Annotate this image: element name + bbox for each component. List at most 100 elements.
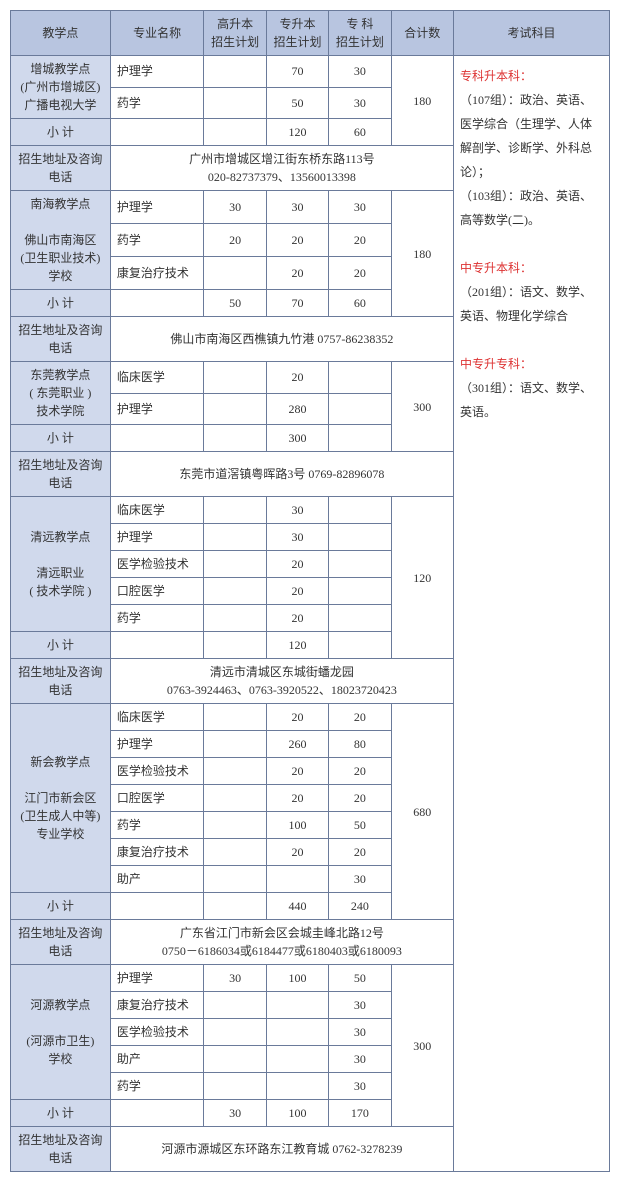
exam-subjects: 专科升本科：（107组）：政治、英语、医学综合（生理学、人体解剖学、诊断学、外科… [453, 56, 609, 1172]
plan-cell [204, 257, 266, 290]
address-info: 广东省江门市新会区会城圭峰北路12号0750－6186034或6184477或6… [110, 920, 453, 965]
plan-cell [266, 992, 328, 1019]
plan-cell: 260 [266, 731, 328, 758]
header-c2: 高升本招生计划 [204, 11, 266, 56]
plan-cell [204, 1019, 266, 1046]
plan-cell [204, 731, 266, 758]
plan-cell: 20 [266, 362, 328, 394]
major-name: 口腔医学 [110, 578, 204, 605]
plan-cell: 20 [266, 839, 328, 866]
subtotal-cell: 440 [266, 893, 328, 920]
address-label: 招生地址及咨询电话 [11, 317, 111, 362]
plan-cell: 280 [266, 393, 328, 425]
plan-cell [266, 866, 328, 893]
empty [110, 632, 204, 659]
block-total: 180 [391, 191, 453, 317]
plan-cell: 100 [266, 965, 328, 992]
plan-cell: 50 [266, 87, 328, 119]
empty [110, 425, 204, 452]
plan-cell [204, 1073, 266, 1100]
subtotal-label: 小 计 [11, 119, 111, 146]
plan-cell: 30 [329, 1073, 391, 1100]
plan-cell: 30 [329, 87, 391, 119]
major-name: 康复治疗技术 [110, 992, 204, 1019]
plan-cell [266, 1046, 328, 1073]
plan-cell [204, 605, 266, 632]
subtotal-label: 小 计 [11, 632, 111, 659]
major-name: 助产 [110, 1046, 204, 1073]
plan-cell: 30 [204, 191, 266, 224]
plan-cell: 30 [329, 866, 391, 893]
plan-cell [204, 524, 266, 551]
block-total: 300 [391, 965, 453, 1127]
major-name: 护理学 [110, 393, 204, 425]
plan-cell [329, 393, 391, 425]
empty [110, 119, 204, 146]
plan-cell: 20 [329, 257, 391, 290]
address-label: 招生地址及咨询电话 [11, 659, 111, 704]
header-c0: 教学点 [11, 11, 111, 56]
address-label: 招生地址及咨询电话 [11, 452, 111, 497]
plan-cell [329, 497, 391, 524]
teaching-point: 东莞教学点( 东莞职业 )技术学院 [11, 362, 111, 425]
plan-cell: 50 [329, 965, 391, 992]
plan-cell: 20 [266, 758, 328, 785]
plan-cell [204, 866, 266, 893]
header-c6: 考试科目 [453, 11, 609, 56]
plan-cell: 20 [329, 785, 391, 812]
empty [110, 1100, 204, 1127]
address-label: 招生地址及咨询电话 [11, 920, 111, 965]
major-name: 护理学 [110, 524, 204, 551]
major-name: 康复治疗技术 [110, 257, 204, 290]
major-name: 药学 [110, 224, 204, 257]
subtotal-cell [204, 632, 266, 659]
plan-cell: 70 [266, 56, 328, 88]
major-name: 临床医学 [110, 497, 204, 524]
major-name: 药学 [110, 605, 204, 632]
plan-cell: 50 [329, 812, 391, 839]
plan-cell: 30 [266, 524, 328, 551]
teaching-point: 增城教学点(广州市增城区)广播电视大学 [11, 56, 111, 119]
header-c3: 专升本招生计划 [266, 11, 328, 56]
plan-cell: 30 [266, 191, 328, 224]
plan-cell [204, 87, 266, 119]
plan-cell [266, 1073, 328, 1100]
address-info: 广州市增城区增江街东桥东路113号020-82737379、1356001339… [110, 146, 453, 191]
address-label: 招生地址及咨询电话 [11, 146, 111, 191]
empty [110, 893, 204, 920]
block-total: 120 [391, 497, 453, 659]
major-name: 临床医学 [110, 362, 204, 394]
address-info: 东莞市道滘镇粤晖路3号 0769-82896078 [110, 452, 453, 497]
plan-cell [266, 1019, 328, 1046]
plan-cell [329, 551, 391, 578]
major-name: 助产 [110, 866, 204, 893]
plan-cell [204, 1046, 266, 1073]
subtotal-cell: 30 [204, 1100, 266, 1127]
plan-cell: 30 [329, 191, 391, 224]
plan-cell [329, 524, 391, 551]
plan-cell: 20 [329, 704, 391, 731]
plan-cell [204, 812, 266, 839]
plan-cell [204, 992, 266, 1019]
subtotal-cell: 120 [266, 632, 328, 659]
teaching-point: 南海教学点佛山市南海区(卫生职业技术)学校 [11, 191, 111, 290]
plan-cell [204, 704, 266, 731]
plan-cell [204, 839, 266, 866]
header-c4: 专 科招生计划 [329, 11, 391, 56]
plan-cell: 80 [329, 731, 391, 758]
major-name: 医学检验技术 [110, 1019, 204, 1046]
empty [110, 290, 204, 317]
plan-cell [204, 551, 266, 578]
plan-cell [329, 605, 391, 632]
major-name: 护理学 [110, 56, 204, 88]
subtotal-label: 小 计 [11, 290, 111, 317]
teaching-point: 清远教学点清远职业( 技术学院 ) [11, 497, 111, 632]
plan-cell: 30 [329, 1019, 391, 1046]
major-name: 康复治疗技术 [110, 839, 204, 866]
header-c1: 专业名称 [110, 11, 204, 56]
subtotal-label: 小 计 [11, 893, 111, 920]
address-info: 清远市清城区东城街蟠龙园0763-3924463、0763-3920522、18… [110, 659, 453, 704]
address-info: 佛山市南海区西樵镇九竹港 0757-86238352 [110, 317, 453, 362]
plan-cell: 20 [266, 257, 328, 290]
subtotal-cell: 60 [329, 119, 391, 146]
